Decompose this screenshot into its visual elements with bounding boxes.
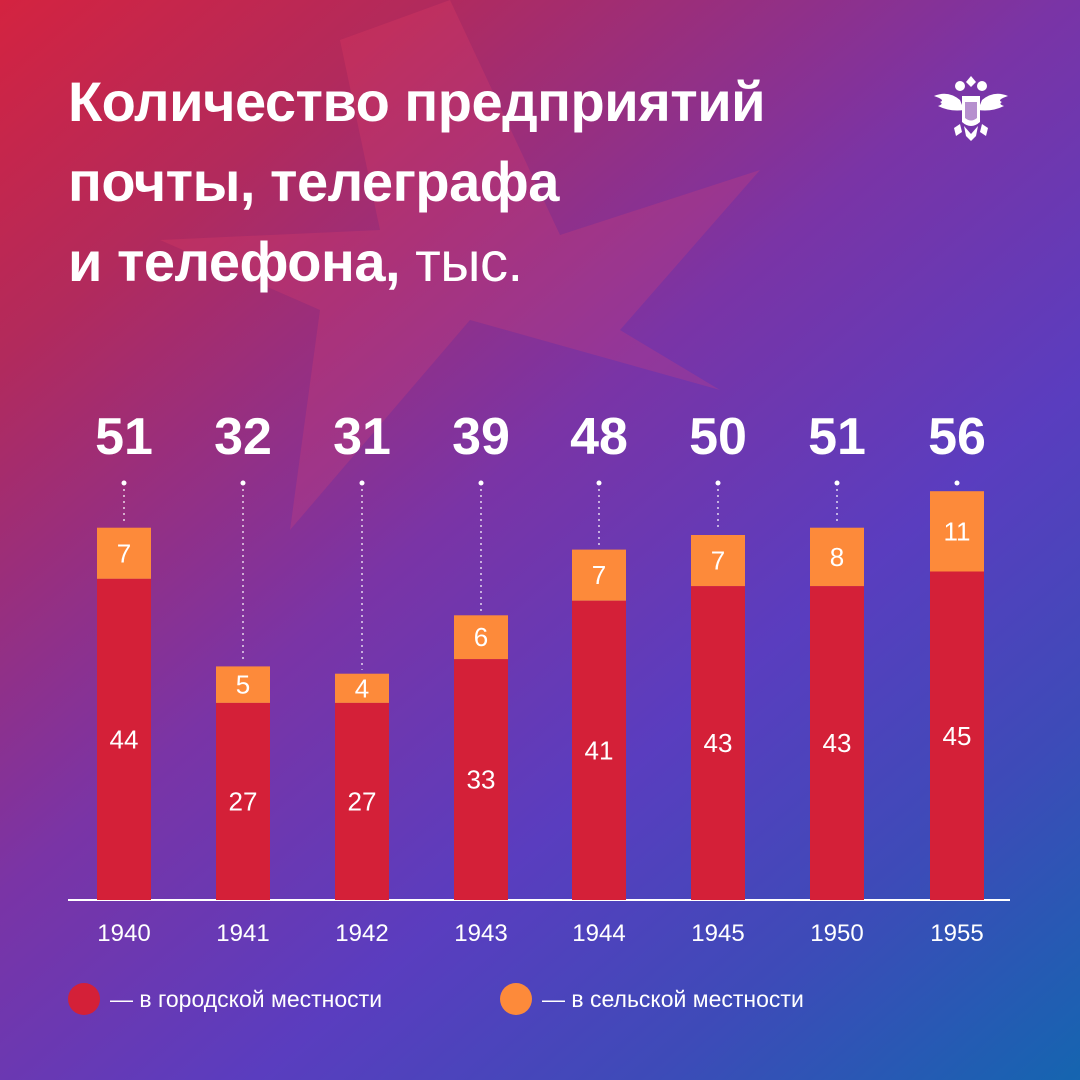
value-label-rural-1940: 7 <box>117 538 131 568</box>
bar-urban-1941 <box>216 702 270 900</box>
bar-rural-1944 <box>572 549 626 601</box>
leader-dot-1941 <box>240 480 246 486</box>
bar-urban-1950 <box>810 586 864 900</box>
total-label-1941: 32 <box>214 408 272 466</box>
value-label-rural-1942: 4 <box>355 673 369 703</box>
leader-dot-1944 <box>596 480 602 486</box>
legend-item-urban: — в городской местности <box>68 983 382 1015</box>
value-label-rural-1955: 11 <box>944 516 971 546</box>
total-label-1943: 39 <box>452 408 510 466</box>
title-line-1: Количество предприятий <box>68 70 766 133</box>
x-tick-label-1940: 1940 <box>97 920 150 947</box>
legend-label-urban: — в городской местности <box>110 985 383 1012</box>
total-label-1945: 50 <box>689 408 747 466</box>
bar-rural-1955 <box>930 491 984 572</box>
value-label-rural-1945: 7 <box>711 546 725 576</box>
leader-dot-1940 <box>121 480 127 486</box>
value-label-urban-1955: 45 <box>943 721 972 751</box>
legend-item-rural: — в сельской местности <box>500 983 804 1015</box>
chart-legend: — в городской местности — в сельской мес… <box>0 983 1080 1019</box>
rural-swatch <box>500 983 532 1015</box>
value-label-urban-1950: 43 <box>823 728 852 758</box>
bar-urban-1943 <box>454 659 508 900</box>
urban-swatch <box>68 983 100 1015</box>
total-label-1955: 56 <box>928 408 986 466</box>
total-label-1950: 51 <box>808 408 866 466</box>
leader-dot-1943 <box>478 480 484 486</box>
x-tick-label-1944: 1944 <box>572 920 625 947</box>
value-label-urban-1944: 41 <box>585 735 614 765</box>
bar-urban-1945 <box>691 586 745 900</box>
value-label-rural-1941: 5 <box>236 670 250 700</box>
legend-label-rural: — в сельской местности <box>542 985 804 1012</box>
leader-dot-1955 <box>954 480 960 486</box>
bar-rural-1940 <box>97 527 151 579</box>
title-line-3: и телефона, тыс. <box>68 222 765 302</box>
eagle-emblem-icon <box>934 76 1008 141</box>
x-tick-label-1955: 1955 <box>930 920 983 947</box>
bar-urban-1942 <box>335 702 389 900</box>
bar-rural-1943 <box>454 615 508 660</box>
x-tick-label-1942: 1942 <box>335 920 388 947</box>
total-label-1942: 31 <box>333 408 391 466</box>
value-label-rural-1950: 8 <box>830 542 844 572</box>
title-line-2: почты, телеграфа <box>68 150 559 213</box>
x-tick-label-1941: 1941 <box>216 920 269 947</box>
title-unit: тыс. <box>415 230 523 293</box>
leader-dot-1950 <box>834 480 840 486</box>
bar-rural-1945 <box>691 535 745 587</box>
chart-title: Количество предприятий почты, телеграфа … <box>68 62 766 302</box>
total-label-1940: 51 <box>95 408 153 466</box>
value-label-urban-1945: 43 <box>704 728 733 758</box>
bar-urban-1955 <box>930 571 984 900</box>
bar-rural-1942 <box>335 673 389 703</box>
value-label-urban-1942: 27 <box>348 786 377 816</box>
leader-dot-1945 <box>715 480 721 486</box>
bar-urban-1940 <box>97 578 151 900</box>
value-label-rural-1944: 7 <box>592 560 606 590</box>
title-line-3-text: и телефона, <box>68 230 401 293</box>
bar-rural-1950 <box>810 527 864 587</box>
x-tick-label-1945: 1945 <box>691 920 744 947</box>
total-label-1944: 48 <box>570 408 628 466</box>
x-tick-label-1950: 1950 <box>810 920 863 947</box>
bar-urban-1944 <box>572 600 626 900</box>
value-label-urban-1940: 44 <box>110 724 139 754</box>
value-label-rural-1943: 6 <box>474 622 488 652</box>
leader-dot-1942 <box>359 480 365 486</box>
value-label-urban-1943: 33 <box>467 765 496 795</box>
value-label-urban-1941: 27 <box>229 786 258 816</box>
x-tick-label-1943: 1943 <box>454 920 507 947</box>
bar-rural-1941 <box>216 666 270 703</box>
